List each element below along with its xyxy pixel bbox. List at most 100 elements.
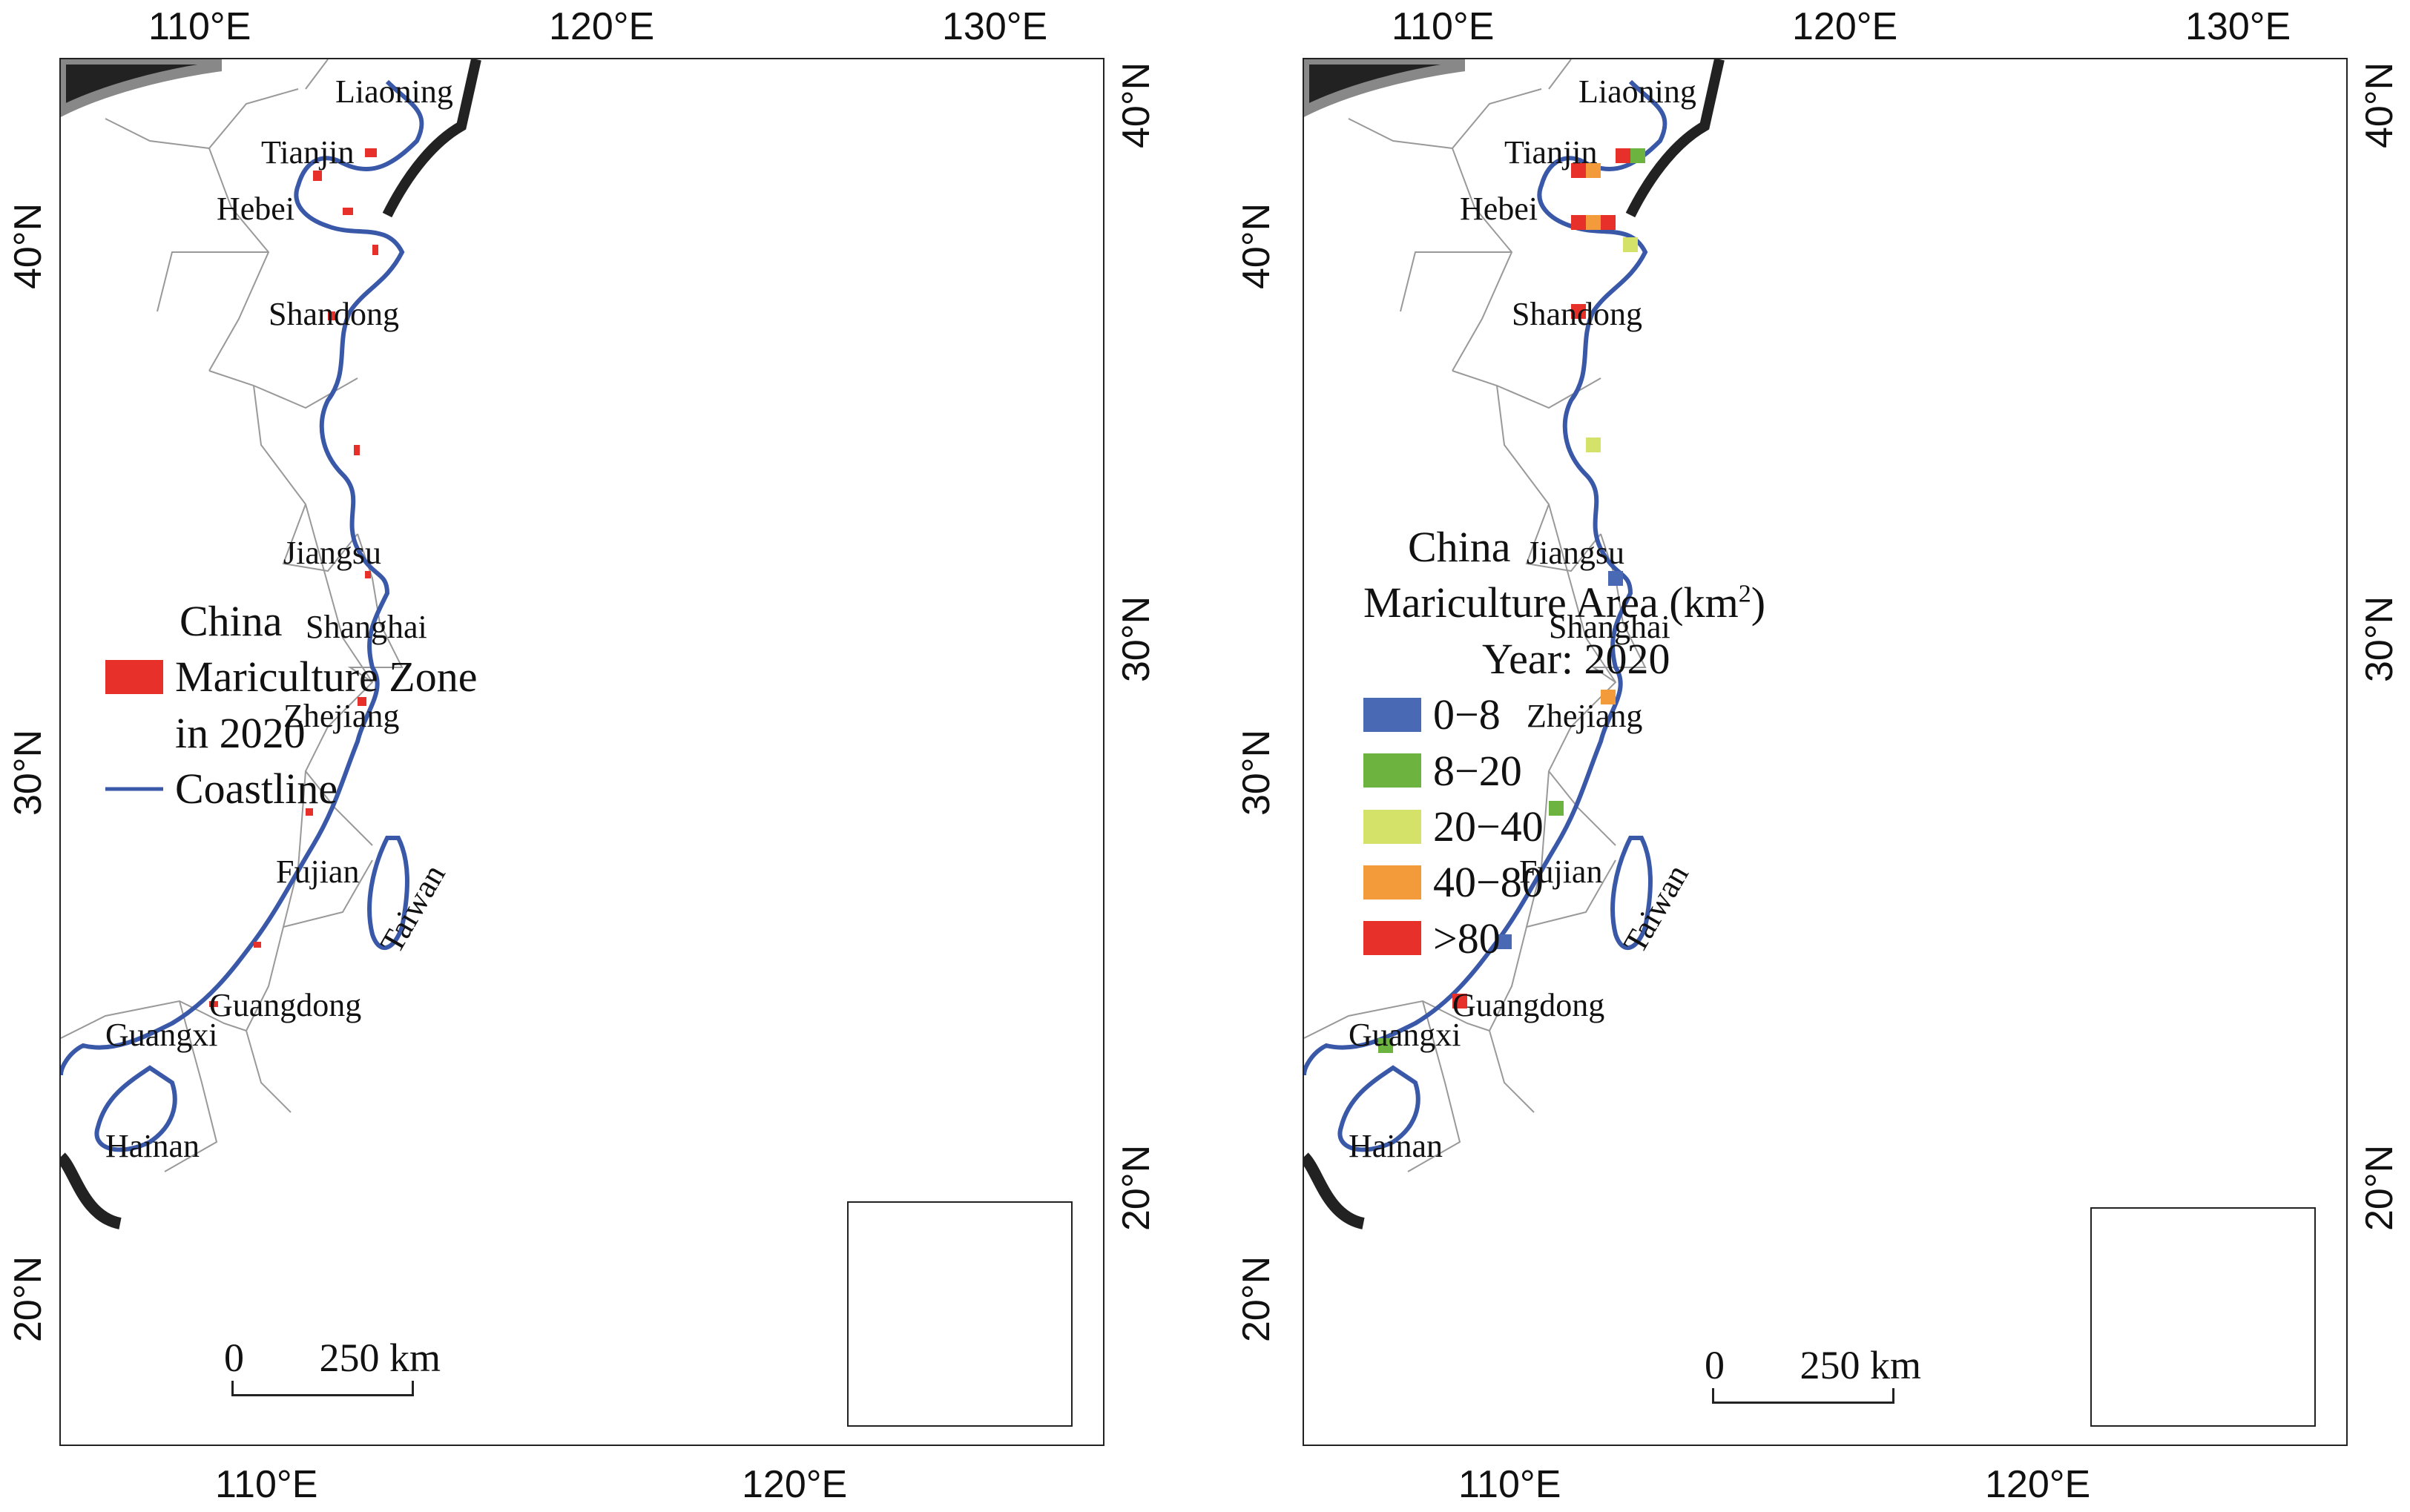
mariculture-grid-cells	[1378, 148, 1645, 1053]
province-label-hebei: Hebei	[1460, 191, 1538, 227]
legend-class-swatch	[1363, 865, 1421, 900]
legend-subtitle: Mariculture Area (km2)	[1363, 575, 1765, 630]
legend-class-row: 0−8	[1363, 687, 1765, 742]
left-tick-top-120: 120°E	[549, 5, 655, 48]
province-label-shandong: Shandong	[269, 296, 399, 332]
province-label-zhejiang: Zhejiang	[1527, 698, 1643, 734]
province-label-fujian: Fujian	[1519, 854, 1603, 890]
foreign-landmass	[61, 59, 222, 117]
province-label-hainan: Hainan	[1349, 1128, 1443, 1164]
right-tick-left-20: 20°N	[1235, 1255, 1278, 1342]
left-inset-map	[847, 1201, 1073, 1427]
left-tick-bottom-120: 120°E	[742, 1463, 848, 1506]
legend-subtitle-close: )	[1751, 578, 1766, 627]
left-legend: China Mariculture Zone in 2020 Coastline	[105, 593, 477, 817]
left-tick-left-30: 30°N	[7, 729, 50, 816]
right-legend: China Mariculture Area (km2) Year: 2020 …	[1363, 519, 1765, 966]
taiwan-coast	[367, 836, 409, 951]
legend-class-row: 20−40	[1363, 799, 1765, 854]
right-tick-left-30: 30°N	[1235, 729, 1278, 816]
right-scale-bar: 0 250 km	[1705, 1342, 1921, 1404]
province-label-hainan: Hainan	[105, 1128, 200, 1164]
legend-year: Year: 2020	[1482, 634, 1670, 683]
right-tick-bottom-110: 110°E	[1458, 1463, 1561, 1506]
left-tick-right-30: 30°N	[1115, 595, 1158, 682]
taiwan-coast	[1610, 836, 1653, 951]
left-tick-left-40: 40°N	[7, 202, 50, 289]
legend-subtitle-text: Mariculture Area (km	[1363, 578, 1739, 627]
left-map-canvas	[61, 59, 481, 1229]
province-label-guangdong: Guangdong	[209, 987, 362, 1023]
right-inset-map	[2090, 1207, 2316, 1427]
legend-subtitle-sup: 2	[1738, 581, 1751, 609]
vietnam-coast	[61, 1152, 122, 1229]
right-tick-top-110: 110°E	[1392, 5, 1495, 48]
left-tick-bottom-110: 110°E	[215, 1463, 318, 1506]
right-tick-left-40: 40°N	[1235, 202, 1278, 289]
legend-class-row: 8−20	[1363, 743, 1765, 799]
province-label-guangxi: Guangxi	[1349, 1017, 1461, 1053]
province-label-shandong: Shandong	[1512, 296, 1642, 332]
province-label-guangxi: Guangxi	[105, 1017, 218, 1053]
legend-coastline-swatch	[105, 787, 163, 791]
coastline	[1304, 79, 1667, 1076]
vietnam-coast	[1304, 1152, 1366, 1229]
province-boundaries	[1304, 59, 1647, 1172]
right-map-canvas	[1304, 59, 1725, 1229]
province-label-zhejiang: Zhejiang	[283, 698, 400, 734]
legend-class-row: >80	[1363, 911, 1765, 966]
province-label-guangdong: Guangdong	[1452, 987, 1605, 1023]
legend-zone-row: Mariculture Zone	[105, 649, 477, 704]
province-label-tianjin: Tianjin	[1504, 134, 1598, 171]
hainan-coast	[1337, 1065, 1420, 1152]
legend-class-swatch	[1363, 697, 1421, 732]
left-scale-bar: 0 250 km	[224, 1335, 441, 1396]
legend-coastline-label: Coastline	[175, 765, 338, 813]
province-label-fujian: Fujian	[276, 854, 360, 890]
mariculture-zones	[209, 148, 378, 1007]
left-map-panel: Liaoning Tianjin Hebei Shandong Jiangsu …	[59, 58, 1104, 1446]
left-tick-right-40: 40°N	[1115, 62, 1158, 148]
right-tick-top-130: 130°E	[2185, 5, 2291, 48]
scale-label: 250 km	[1800, 1343, 1922, 1387]
left-tick-top-130: 130°E	[942, 5, 1048, 48]
foreign-coast	[382, 59, 481, 218]
right-tick-right-40: 40°N	[2358, 62, 2401, 148]
province-label-hebei: Hebei	[217, 191, 295, 227]
left-tick-left-20: 20°N	[7, 1255, 50, 1342]
legend-class-swatch	[1363, 809, 1421, 844]
legend-class-label: 20−40	[1433, 802, 1544, 851]
province-label-tianjin: Tianjin	[261, 134, 355, 171]
legend-class-label: >80	[1433, 914, 1501, 963]
legend-zone-label: Mariculture Zone	[175, 653, 478, 701]
right-tick-top-120: 120°E	[1792, 5, 1898, 48]
right-tick-bottom-120: 120°E	[1985, 1463, 2091, 1506]
legend-class-label: 40−80	[1433, 858, 1544, 907]
legend-class-swatch	[1363, 753, 1421, 788]
scale-zero: 0	[224, 1336, 244, 1380]
legend-class-swatch	[1363, 921, 1421, 956]
legend-title: China	[180, 597, 283, 645]
right-tick-right-30: 30°N	[2358, 595, 2401, 682]
province-label-shanghai: Shanghai	[1549, 609, 1670, 645]
right-tick-right-20: 20°N	[2358, 1144, 2401, 1231]
province-label-liaoning: Liaoning	[335, 73, 453, 110]
foreign-landmass	[1304, 59, 1465, 117]
legend-title: China	[1408, 523, 1511, 571]
right-map-panel: Liaoning Tianjin Hebei Shandong Jiangsu …	[1303, 58, 2348, 1446]
foreign-coast	[1625, 59, 1725, 218]
scale-zero: 0	[1705, 1343, 1725, 1387]
legend-class-row: 40−80	[1363, 854, 1765, 910]
province-label-shanghai: Shanghai	[306, 609, 427, 645]
legend-zone-swatch	[105, 660, 163, 695]
legend-class-label: 0−8	[1433, 690, 1501, 739]
province-label-jiangsu: Jiangsu	[283, 535, 381, 571]
left-tick-right-20: 20°N	[1115, 1144, 1158, 1231]
legend-zone-label-2: in 2020	[175, 708, 306, 757]
legend-class-label: 8−20	[1433, 746, 1522, 795]
scale-label: 250 km	[319, 1336, 441, 1380]
left-tick-top-110: 110°E	[148, 5, 251, 48]
province-label-liaoning: Liaoning	[1578, 73, 1696, 110]
hainan-coast	[94, 1065, 177, 1152]
coastline	[61, 79, 424, 1076]
